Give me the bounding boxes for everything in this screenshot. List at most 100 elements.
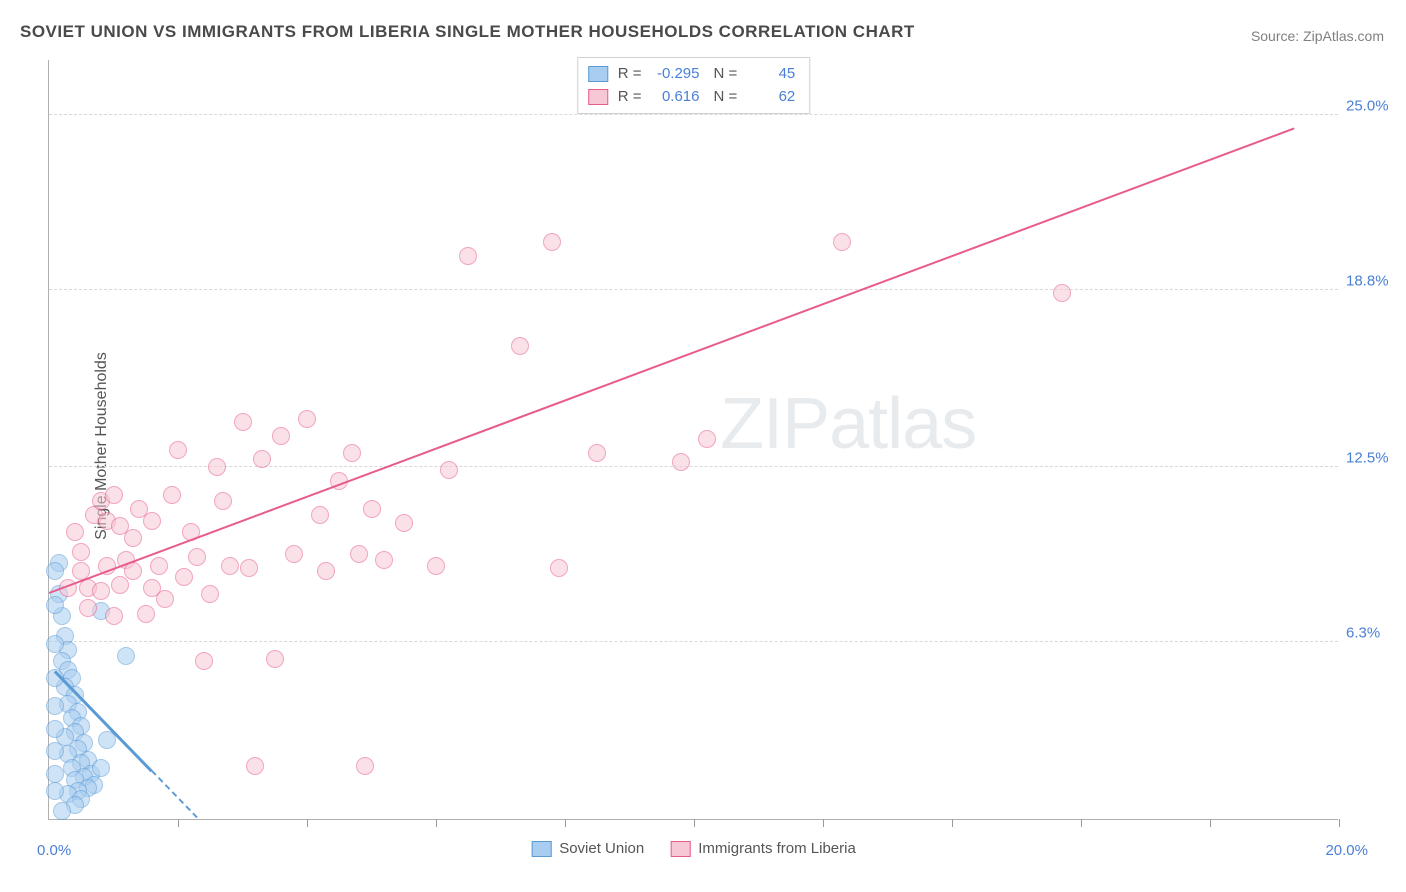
data-point xyxy=(175,568,193,586)
data-point xyxy=(317,562,335,580)
n-value: 45 xyxy=(747,62,799,85)
data-point xyxy=(246,757,264,775)
y-tick-label: 25.0% xyxy=(1346,98,1402,115)
data-point xyxy=(46,742,64,760)
data-point xyxy=(214,492,232,510)
data-point xyxy=(46,782,64,800)
grid-line xyxy=(49,114,1338,115)
x-tick xyxy=(1081,819,1082,827)
r-label: R = xyxy=(618,85,642,108)
grid-line xyxy=(49,466,1338,467)
x-tick xyxy=(952,819,953,827)
data-point xyxy=(169,441,187,459)
data-point xyxy=(92,582,110,600)
n-value: 62 xyxy=(747,85,799,108)
legend-swatch-icon xyxy=(588,66,608,82)
n-label: N = xyxy=(714,85,738,108)
data-point xyxy=(511,337,529,355)
x-tick xyxy=(1339,819,1340,827)
trend-line xyxy=(49,127,1295,593)
data-point xyxy=(46,635,64,653)
data-point xyxy=(698,430,716,448)
data-point xyxy=(46,562,64,580)
legend-swatch-icon xyxy=(531,841,551,857)
y-tick-label: 6.3% xyxy=(1346,624,1402,641)
data-point xyxy=(343,444,361,462)
data-point xyxy=(92,759,110,777)
legend-label: Soviet Union xyxy=(559,840,644,857)
plot-area: ZIPatlas R = -0.295 N = 45 R = 0.616 N =… xyxy=(48,60,1338,820)
data-point xyxy=(266,650,284,668)
data-point xyxy=(298,410,316,428)
data-point xyxy=(311,506,329,524)
data-point xyxy=(350,545,368,563)
r-value: 0.616 xyxy=(652,85,704,108)
x-axis-max-label: 20.0% xyxy=(1325,842,1368,859)
legend-item: Immigrants from Liberia xyxy=(670,840,856,857)
data-point xyxy=(117,647,135,665)
data-point xyxy=(143,512,161,530)
data-point xyxy=(150,557,168,575)
data-point xyxy=(550,559,568,577)
data-point xyxy=(163,486,181,504)
source-label: Source: xyxy=(1251,28,1299,44)
data-point xyxy=(105,486,123,504)
r-value: -0.295 xyxy=(652,62,704,85)
data-point xyxy=(272,427,290,445)
data-point xyxy=(356,757,374,775)
x-tick xyxy=(307,819,308,827)
chart-title: SOVIET UNION VS IMMIGRANTS FROM LIBERIA … xyxy=(20,22,915,42)
data-point xyxy=(79,599,97,617)
source-value: ZipAtlas.com xyxy=(1303,28,1384,44)
legend-row: R = -0.295 N = 45 xyxy=(588,62,800,85)
data-point xyxy=(208,458,226,476)
grid-line xyxy=(49,641,1338,642)
data-point xyxy=(124,529,142,547)
data-point xyxy=(588,444,606,462)
data-point xyxy=(111,576,129,594)
data-point xyxy=(234,413,252,431)
series-legend: Soviet Union Immigrants from Liberia xyxy=(531,840,856,857)
data-point xyxy=(253,450,271,468)
data-point xyxy=(195,652,213,670)
r-label: R = xyxy=(618,62,642,85)
data-point xyxy=(46,697,64,715)
data-point xyxy=(440,461,458,479)
legend-row: R = 0.616 N = 62 xyxy=(588,85,800,108)
data-point xyxy=(143,579,161,597)
data-point xyxy=(46,596,64,614)
data-point xyxy=(427,557,445,575)
x-tick xyxy=(823,819,824,827)
data-point xyxy=(395,514,413,532)
data-point xyxy=(240,559,258,577)
x-tick xyxy=(1210,819,1211,827)
chart-container: SOVIET UNION VS IMMIGRANTS FROM LIBERIA … xyxy=(0,0,1406,892)
n-label: N = xyxy=(714,62,738,85)
data-point xyxy=(375,551,393,569)
legend-item: Soviet Union xyxy=(531,840,644,857)
data-point xyxy=(105,607,123,625)
data-point xyxy=(1053,284,1071,302)
data-point xyxy=(72,543,90,561)
x-axis-min-label: 0.0% xyxy=(37,842,71,859)
y-tick-label: 12.5% xyxy=(1346,450,1402,467)
x-tick xyxy=(178,819,179,827)
data-point xyxy=(543,233,561,251)
y-tick-label: 18.8% xyxy=(1346,272,1402,289)
data-point xyxy=(46,720,64,738)
data-point xyxy=(201,585,219,603)
legend-swatch-icon xyxy=(670,841,690,857)
data-point xyxy=(188,548,206,566)
x-tick xyxy=(694,819,695,827)
data-point xyxy=(53,802,71,820)
data-point xyxy=(672,453,690,471)
legend-label: Immigrants from Liberia xyxy=(698,840,856,857)
data-point xyxy=(221,557,239,575)
correlation-legend: R = -0.295 N = 45 R = 0.616 N = 62 xyxy=(577,57,811,114)
data-point xyxy=(66,523,84,541)
x-tick xyxy=(436,819,437,827)
data-point xyxy=(285,545,303,563)
watermark: ZIPatlas xyxy=(720,383,976,465)
x-tick xyxy=(565,819,566,827)
data-point xyxy=(46,765,64,783)
